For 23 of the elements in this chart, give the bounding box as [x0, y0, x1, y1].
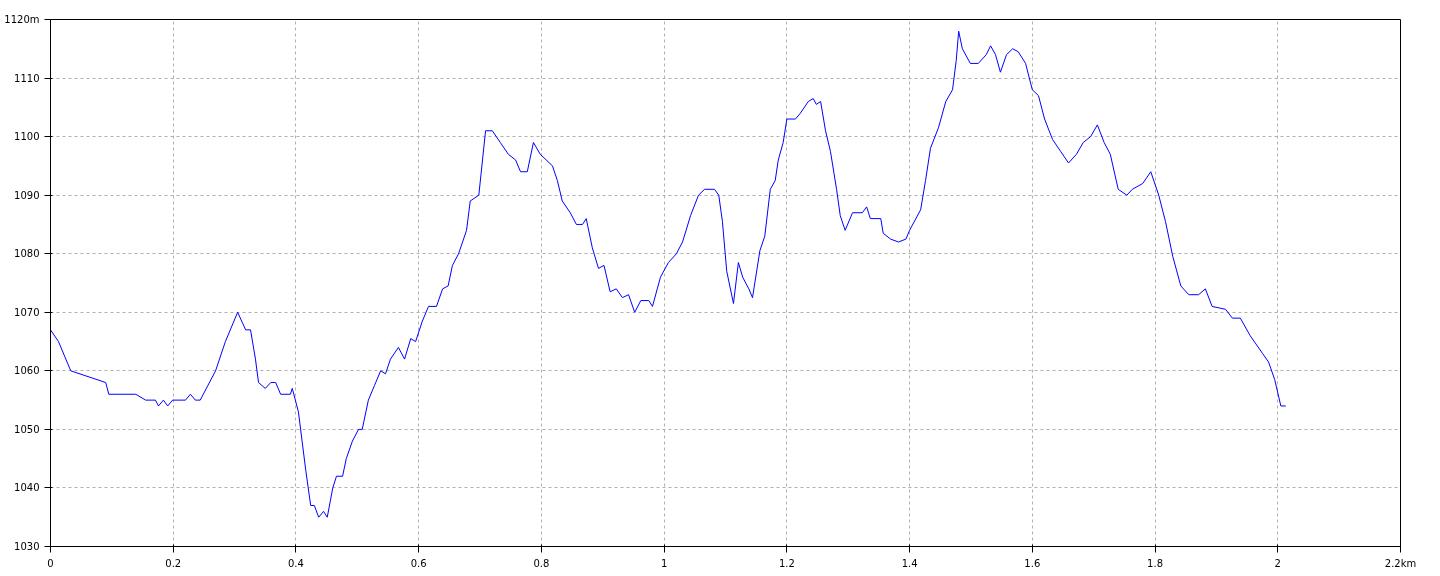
- line-series: [50, 30, 1287, 518]
- y-tick-label: 1030: [14, 541, 40, 552]
- y-tick-label: 1060: [14, 365, 40, 377]
- x-tick-label: 0.8: [533, 557, 550, 569]
- y-tick-label: 1040: [14, 482, 40, 494]
- x-tick-label: 0.2: [165, 557, 182, 569]
- y-tick-label: 1070: [14, 306, 40, 318]
- y-tick-label: 1110: [14, 72, 40, 84]
- x-tick-label: 1.8: [1147, 557, 1163, 569]
- x-tick-label: 1.2: [778, 557, 795, 569]
- x-tick-label: 1: [660, 557, 668, 569]
- x-tick-label: 1.4: [901, 557, 918, 569]
- y-tick-label: 1120m: [4, 14, 40, 25]
- x-tick-label: 2.2km: [1384, 557, 1417, 569]
- y-tick-label: 1050: [14, 423, 40, 435]
- x-tick-label: 0.6: [410, 557, 427, 569]
- y-tick-label: 1080: [14, 248, 40, 260]
- x-tick-label: 1.6: [1024, 557, 1041, 569]
- x-tick-label: 0: [47, 557, 54, 569]
- x-tick-label: 2: [1274, 557, 1281, 569]
- y-tick-label: 1090: [14, 189, 40, 201]
- y-tick-label: 1100: [14, 131, 40, 143]
- x-tick-label: 0.4: [288, 557, 304, 569]
